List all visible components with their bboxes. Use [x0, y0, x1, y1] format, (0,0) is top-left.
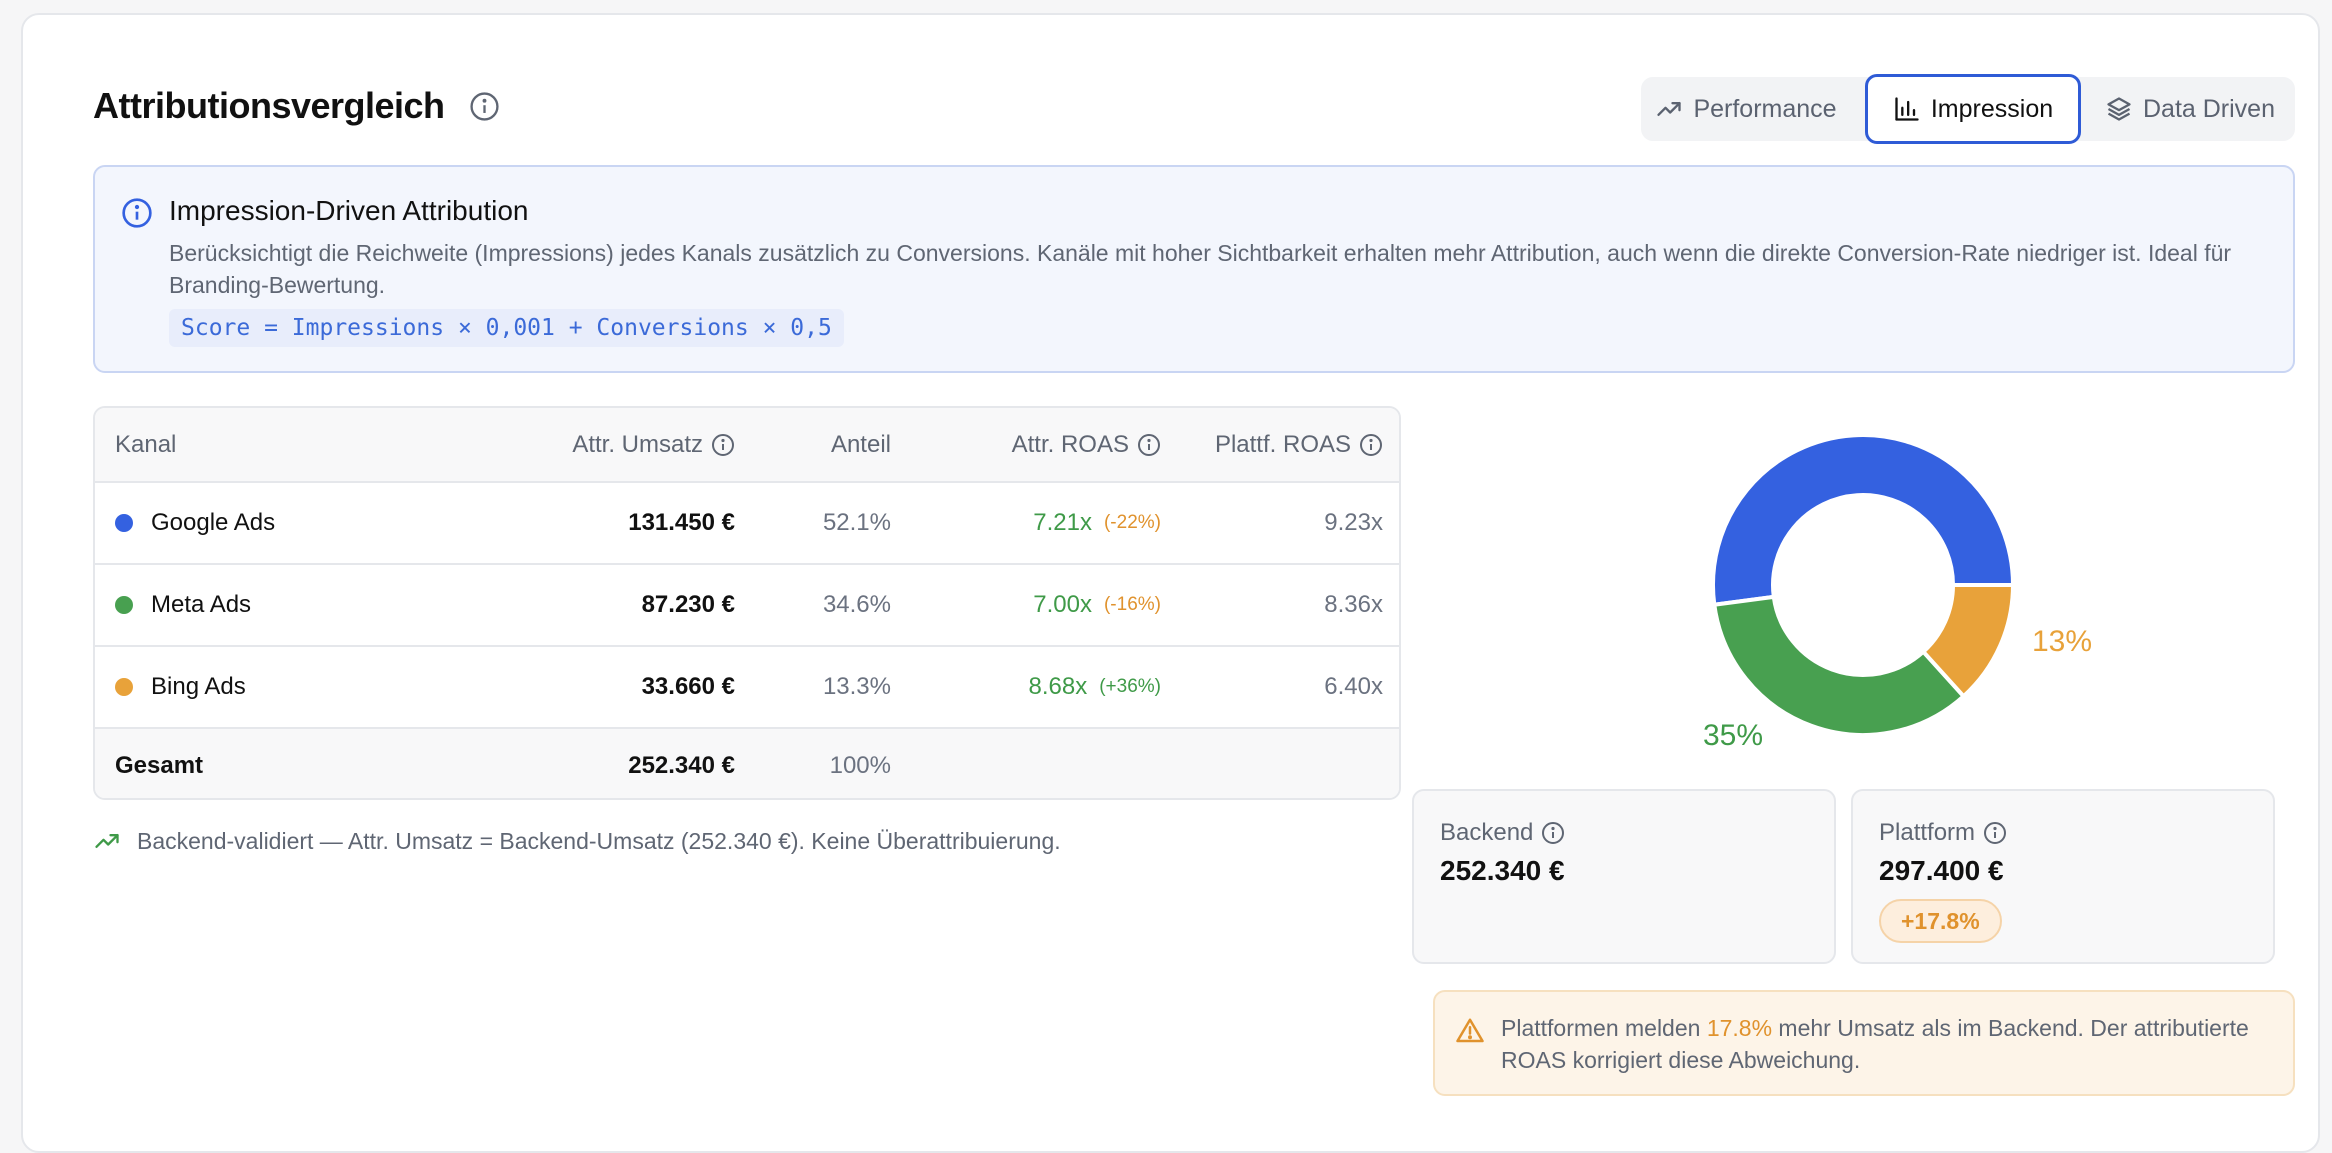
- warning-text: Plattformen melden 17.8% mehr Umsatz als…: [1501, 1015, 2249, 1073]
- series-dot: [115, 678, 133, 696]
- tab-data-driven[interactable]: Data Driven: [2085, 77, 2295, 141]
- plattform-label: Plattform: [1879, 819, 2007, 847]
- total-label: Gesamt: [115, 751, 204, 779]
- kanal-cell: Meta Ads: [115, 565, 251, 645]
- plattform-value: 297.400 €: [1879, 855, 2004, 886]
- backend-value: 252.340 €: [1440, 855, 1565, 886]
- info-icon[interactable]: [1983, 821, 2007, 845]
- kanal-cell: Bing Ads: [115, 647, 246, 727]
- trending-up-icon: [95, 834, 119, 848]
- model-formula: Score = Impressions × 0,001 + Conversion…: [169, 309, 844, 347]
- info-icon: [122, 198, 152, 228]
- roas-cell: 8.68x (+36%): [1028, 673, 1162, 700]
- table-row: Meta Ads 87.230 € 34.6% 7.00x (-16%) 8.36…: [95, 563, 1399, 645]
- col-attr-umsatz: Attr. Umsatz: [395, 408, 735, 481]
- model-title: Impression-Driven Attribution: [169, 195, 529, 226]
- donut-slice-bing-ads[interactable]: [1920, 583, 2016, 700]
- title-row: Attributionsvergleich: [93, 85, 500, 127]
- validation-text: Backend-validiert — Attr. Umsatz = Backe…: [137, 827, 1061, 854]
- tab-label: Data Driven: [2143, 94, 2275, 123]
- total-umsatz: 252.340 €: [628, 751, 735, 779]
- table-total-row: Gesamt 252.340 € 100%: [95, 727, 1399, 798]
- info-icon[interactable]: [469, 91, 500, 122]
- page-title: Attributionsvergleich: [93, 85, 445, 126]
- col-anteil: Anteil: [830, 430, 891, 458]
- donut-slice-google-ads[interactable]: [1711, 433, 2016, 607]
- donut-label-meta: 35%: [1703, 719, 1764, 752]
- share-donut-chart: [1711, 433, 2016, 737]
- plattform-stat-card: Plattform 297.400 € +17.8%: [1851, 789, 2275, 964]
- table-row: Bing Ads 33.660 € 13.3% 8.68x (+36%) 6.40…: [95, 645, 1399, 727]
- col-plattf-roas: Plattf. ROAS: [1175, 408, 1383, 481]
- attribution-model-tabs: Performance Impression Data Driven: [1641, 74, 2295, 144]
- bar-chart-icon: [1895, 97, 1919, 121]
- table-header: Kanal Attr. Umsatz Anteil Attr. ROAS Pla…: [95, 408, 1399, 481]
- roas-cell: 7.21x (-22%): [1033, 509, 1161, 536]
- plattf-roas-cell: 8.36x: [1324, 591, 1383, 618]
- tab-label: Performance: [1693, 94, 1837, 123]
- attribution-table: Kanal Attr. Umsatz Anteil Attr. ROAS Pla…: [93, 406, 1401, 800]
- layers-icon: [2107, 97, 2131, 121]
- deviation-badge: +17.8%: [1879, 899, 2002, 943]
- info-icon[interactable]: [1359, 433, 1383, 457]
- anteil-cell: 13.3%: [822, 673, 891, 700]
- plattf-roas-cell: 6.40x: [1324, 673, 1383, 700]
- col-kanal: Kanal: [115, 430, 177, 458]
- roas-delta: (-16%): [1103, 594, 1161, 615]
- attribution-card: Attributionsvergleich Performance Impres…: [21, 13, 2320, 1153]
- info-icon[interactable]: [1541, 821, 1565, 845]
- donut-label-bing: 13%: [2032, 625, 2093, 658]
- tab-performance[interactable]: Performance: [1641, 77, 1851, 141]
- roas-delta: (+36%): [1099, 676, 1161, 697]
- kanal-cell: Google Ads: [115, 483, 275, 563]
- roas-delta: (-22%): [1103, 512, 1161, 533]
- umsatz-cell: 33.660 €: [641, 673, 735, 700]
- total-anteil: 100%: [829, 751, 891, 779]
- series-dot: [115, 596, 133, 614]
- col-attr-roas: Attr. ROAS: [915, 408, 1161, 481]
- anteil-cell: 34.6%: [822, 591, 891, 618]
- deviation-warning: Plattformen melden 17.8% mehr Umsatz als…: [1433, 990, 2295, 1096]
- trending-up-icon: [1657, 102, 1682, 117]
- info-icon[interactable]: [1137, 433, 1161, 457]
- plattf-roas-cell: 9.23x: [1324, 509, 1383, 536]
- backend-stat-card: Backend 252.340 €: [1412, 789, 1836, 964]
- umsatz-cell: 87.230 €: [641, 591, 735, 618]
- warning-icon: [1456, 1018, 1484, 1043]
- validation-note: Backend-validiert — Attr. Umsatz = Backe…: [93, 827, 1061, 855]
- donut-slice-meta-ads[interactable]: [1712, 594, 1967, 737]
- tab-label: Impression: [1930, 94, 2054, 123]
- tab-impression[interactable]: Impression: [1865, 74, 2081, 144]
- model-description: Berücksichtigt die Reichweite (Impressio…: [169, 240, 2232, 298]
- series-dot: [115, 514, 133, 532]
- umsatz-cell: 131.450 €: [628, 509, 735, 536]
- anteil-cell: 52.1%: [822, 509, 891, 536]
- table-row: Google Ads 131.450 € 52.1% 7.21x (-22%) 9…: [95, 481, 1399, 563]
- roas-cell: 7.00x (-16%): [1033, 591, 1161, 618]
- backend-label: Backend: [1440, 819, 1565, 847]
- model-info-box: Impression-Driven Attribution Berücksich…: [93, 165, 2295, 373]
- info-icon[interactable]: [711, 433, 735, 457]
